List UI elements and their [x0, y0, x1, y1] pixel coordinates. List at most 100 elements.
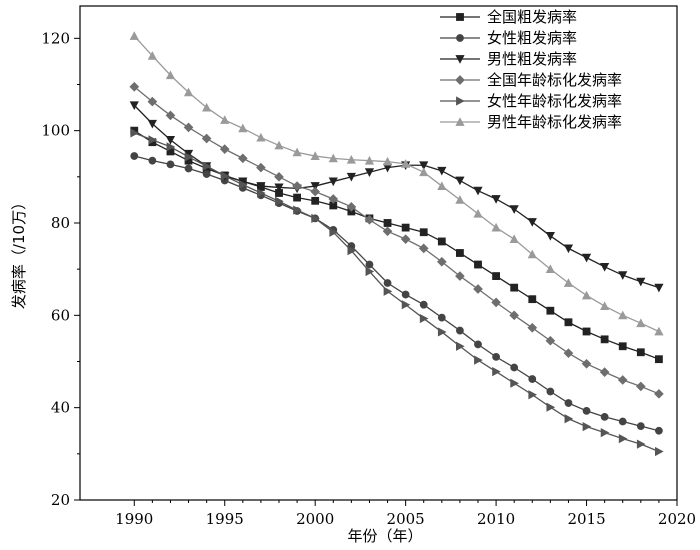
data-point — [328, 194, 339, 204]
data-point — [456, 341, 465, 351]
data-point — [654, 283, 664, 293]
data-point — [491, 195, 501, 204]
data-point — [474, 340, 482, 349]
data-point — [617, 375, 628, 385]
data-point — [383, 279, 392, 287]
data-point — [527, 322, 538, 333]
data-point — [636, 422, 645, 431]
data-point — [545, 264, 555, 274]
x-axis-title: 年份（年） — [347, 527, 422, 545]
data-point — [202, 161, 212, 171]
data-point — [635, 381, 646, 392]
data-point — [257, 188, 266, 198]
data-point — [456, 249, 464, 257]
data-point — [220, 115, 230, 124]
y-tick-label: 40 — [51, 399, 70, 417]
data-point — [311, 196, 320, 205]
data-point — [419, 167, 429, 177]
legend-item: 女性粗发病率 — [440, 29, 577, 47]
data-point — [456, 326, 464, 335]
data-point — [563, 348, 574, 359]
data-point — [581, 253, 592, 263]
data-point — [618, 417, 627, 426]
data-point — [527, 218, 537, 227]
data-point — [600, 412, 609, 421]
data-point — [219, 144, 230, 154]
x-tick-label: 2020 — [658, 510, 696, 528]
data-point — [600, 301, 610, 310]
data-point — [636, 348, 645, 357]
data-point — [437, 327, 447, 337]
y-axis-ticks: 20 40 60 80 100 120 — [41, 29, 80, 509]
legend-swatch-marker — [455, 75, 465, 85]
data-point — [564, 318, 573, 327]
legend-item: 全国年龄标化发病率 — [440, 71, 622, 89]
data-point — [437, 166, 447, 176]
data-point — [510, 378, 519, 388]
data-point — [183, 122, 194, 133]
data-point — [274, 140, 284, 150]
data-point — [275, 196, 284, 206]
legend-swatch-marker — [455, 117, 465, 126]
data-point — [346, 202, 357, 212]
data-point — [491, 297, 501, 308]
data-point — [274, 183, 284, 193]
data-point — [545, 335, 556, 346]
data-point — [346, 155, 356, 164]
data-point — [545, 232, 555, 241]
series-4 — [129, 81, 664, 399]
data-point — [564, 399, 573, 407]
data-point — [473, 186, 483, 196]
series-line — [133, 86, 660, 395]
data-point — [365, 260, 374, 269]
plot-frame — [79, 5, 678, 501]
data-point — [655, 355, 663, 364]
data-point — [328, 177, 338, 187]
legend: 全国粗发病率女性粗发病率男性粗发病率全国年龄标化发病率女性年龄标化发病率男性年龄… — [440, 8, 622, 131]
data-point — [237, 153, 248, 164]
data-point — [292, 147, 302, 157]
x-tick-label: 1990 — [115, 510, 153, 528]
data-point — [655, 426, 663, 435]
legend-item: 男性粗发病率 — [440, 50, 577, 68]
data-point — [437, 237, 446, 246]
data-point — [419, 313, 429, 324]
data-point — [455, 176, 465, 186]
data-point — [509, 310, 520, 321]
data-point — [401, 290, 410, 299]
data-point — [202, 170, 211, 178]
data-point — [364, 155, 375, 165]
series-line — [133, 130, 660, 360]
legend-label: 女性年龄标化发病率 — [487, 92, 622, 110]
data-point — [256, 132, 266, 142]
data-point — [491, 222, 501, 232]
y-tick-label: 80 — [51, 214, 70, 232]
data-point — [473, 284, 483, 294]
data-point — [382, 226, 393, 237]
data-point — [184, 152, 194, 162]
data-point — [347, 246, 357, 256]
data-point — [473, 209, 483, 218]
data-point — [383, 219, 392, 227]
legend-item: 女性年龄标化发病率 — [440, 92, 622, 110]
legend-swatch-marker — [455, 55, 465, 64]
x-tick-label: 1995 — [206, 510, 244, 528]
data-point — [346, 172, 356, 182]
legend-label: 全国年龄标化发病率 — [487, 71, 622, 89]
data-point — [310, 151, 320, 160]
data-point — [148, 135, 158, 145]
data-point — [293, 205, 302, 215]
data-point — [654, 326, 664, 336]
data-point — [527, 249, 537, 259]
legend-label: 男性粗发病率 — [487, 50, 577, 68]
series-layer — [129, 31, 664, 457]
y-tick-label: 120 — [41, 29, 70, 47]
data-point — [618, 310, 628, 320]
series-line — [134, 155, 660, 432]
data-point — [509, 205, 519, 214]
data-point — [400, 234, 411, 244]
data-point — [148, 156, 157, 165]
x-axis-ticks: 1990 1995 2000 2005 2010 2015 2020 — [115, 500, 696, 528]
data-point — [528, 390, 538, 400]
